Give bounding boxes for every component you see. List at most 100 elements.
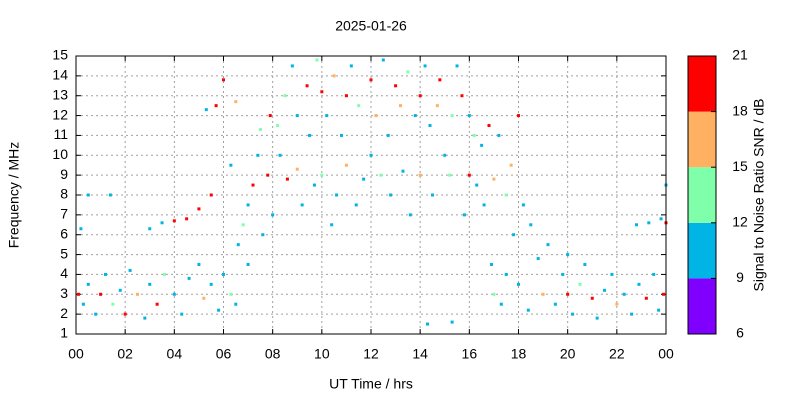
data-point — [143, 316, 147, 320]
data-point — [369, 78, 373, 82]
colorbar-segment — [688, 278, 716, 334]
data-point — [399, 104, 402, 108]
data-point — [229, 292, 233, 296]
data-point — [362, 177, 366, 181]
data-point — [354, 203, 358, 207]
data-point — [408, 213, 412, 217]
data-point — [413, 114, 417, 118]
data-point — [340, 133, 343, 137]
data-point — [450, 114, 454, 118]
data-point — [475, 183, 479, 187]
data-point — [108, 193, 112, 197]
data-point — [662, 292, 666, 296]
data-point — [258, 127, 262, 131]
data-point — [426, 322, 430, 326]
data-point — [615, 302, 619, 306]
data-point — [450, 320, 454, 324]
colorbar-tick-label: 15 — [732, 158, 748, 174]
y-tick-label: 14 — [52, 67, 68, 83]
data-point — [423, 64, 427, 68]
colorbar-frame — [687, 55, 717, 335]
data-point — [590, 296, 594, 300]
data-point — [357, 104, 361, 108]
data-point — [229, 163, 233, 167]
y-tick-label: 15 — [52, 47, 68, 63]
data-point — [517, 282, 520, 286]
data-point — [187, 276, 191, 280]
x-tick-label: 02 — [117, 346, 133, 362]
data-point — [202, 296, 206, 300]
data-point — [595, 316, 599, 320]
data-point — [394, 84, 398, 88]
data-point — [566, 292, 570, 296]
data-point — [443, 153, 447, 157]
y-tick-label: 6 — [60, 225, 68, 241]
data-point — [320, 173, 324, 177]
x-tick-label: 16 — [462, 346, 478, 362]
data-point — [546, 243, 550, 247]
colorbar-segment — [688, 167, 716, 223]
data-point — [499, 302, 503, 306]
data-point — [497, 133, 501, 137]
data-point — [285, 177, 289, 181]
data-point — [204, 108, 208, 112]
data-point — [630, 312, 634, 316]
data-point — [335, 193, 339, 197]
data-point — [455, 64, 459, 68]
data-point — [330, 223, 334, 227]
colorbar-tick-label: 6 — [736, 325, 744, 341]
data-point — [300, 203, 304, 207]
colorbar-segment — [688, 56, 716, 112]
data-point — [418, 173, 422, 177]
data-point — [448, 173, 452, 177]
data-point — [521, 203, 525, 207]
data-point — [652, 272, 656, 276]
data-point — [295, 167, 299, 171]
data-point — [234, 100, 238, 104]
data-point — [578, 282, 582, 286]
data-point — [246, 263, 250, 266]
data-point — [438, 78, 442, 82]
data-point — [492, 177, 496, 181]
data-point — [86, 282, 90, 286]
data-point — [386, 133, 390, 137]
data-point — [276, 124, 280, 127]
data-point — [349, 64, 353, 68]
y-axis-label: Frequency / MHz — [6, 142, 22, 249]
y-tick-label: 8 — [60, 186, 68, 202]
y-tick-label: 5 — [60, 245, 68, 261]
data-point — [430, 193, 434, 197]
data-point — [480, 143, 484, 147]
data-point — [86, 193, 90, 197]
data-point — [529, 223, 533, 227]
data-point — [94, 312, 98, 316]
data-point — [217, 308, 221, 312]
data-point — [541, 292, 545, 296]
data-point — [256, 153, 260, 157]
y-tick-label: 9 — [60, 166, 68, 182]
x-tick-label: 22 — [609, 346, 625, 362]
data-point — [209, 193, 213, 197]
data-point — [197, 207, 201, 211]
data-point — [610, 272, 614, 276]
data-point — [261, 233, 265, 237]
data-point — [504, 193, 508, 197]
data-point — [266, 173, 270, 177]
data-point — [462, 213, 466, 217]
data-point — [389, 193, 393, 197]
y-tick-label: 2 — [60, 305, 68, 321]
data-point — [185, 217, 189, 221]
chart-title: 2025-01-26 — [335, 18, 407, 34]
data-point — [180, 312, 184, 316]
y-tick-label: 10 — [52, 146, 68, 162]
data-point — [79, 227, 83, 231]
colorbar-label: Signal to Noise Ratio SNR / dB — [751, 99, 767, 292]
data-point — [374, 114, 378, 118]
data-point — [290, 64, 294, 68]
data-point — [344, 94, 348, 98]
data-point — [160, 221, 164, 225]
x-tick-label: 18 — [511, 346, 527, 362]
data-point — [283, 94, 287, 98]
data-point — [320, 90, 324, 94]
